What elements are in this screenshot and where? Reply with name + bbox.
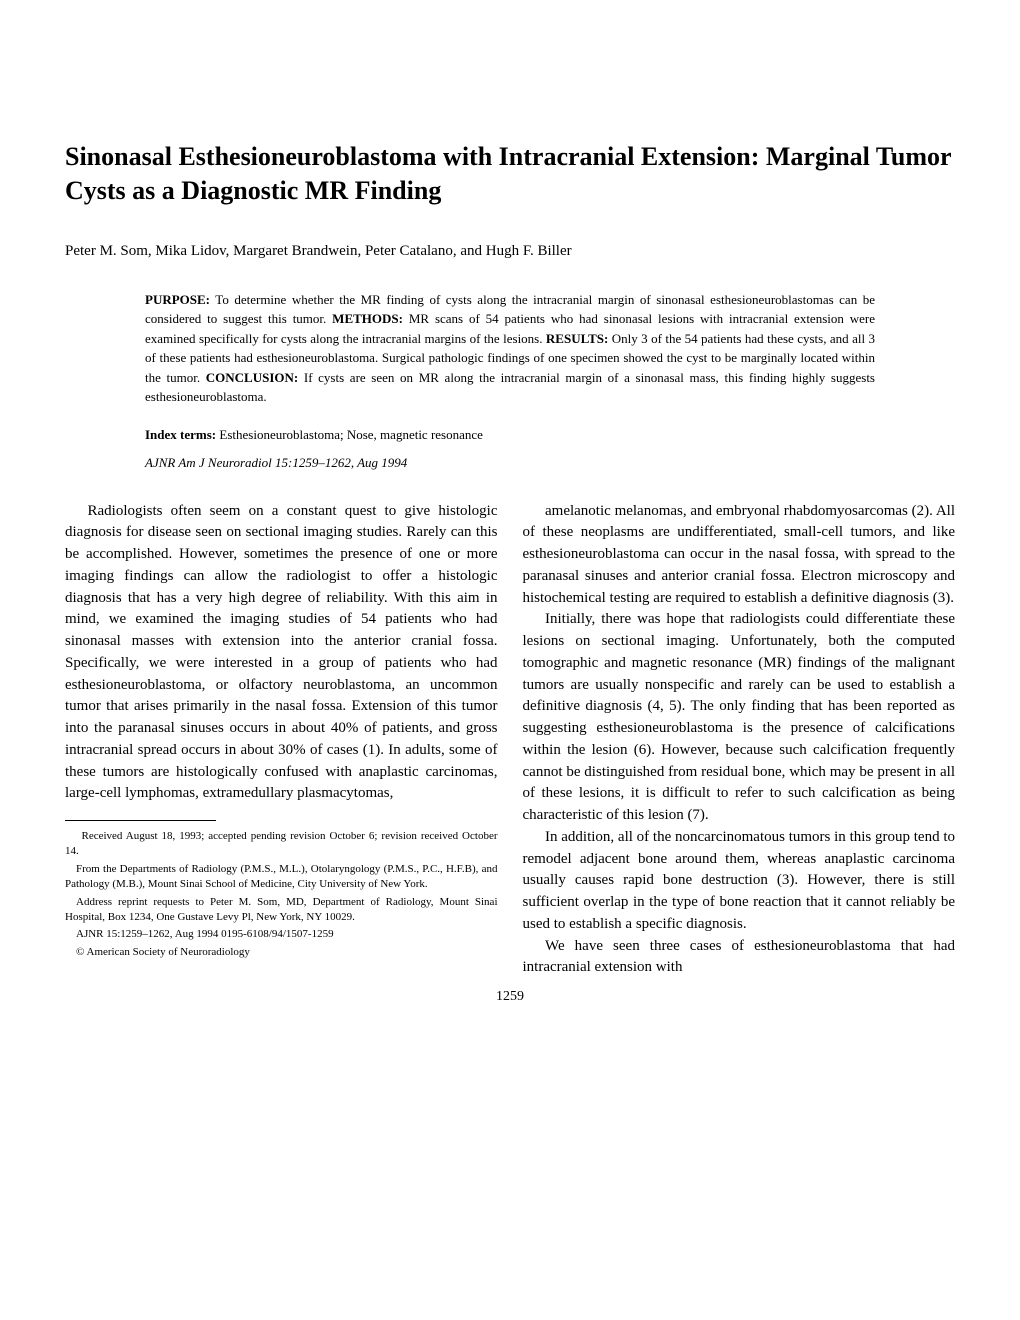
- page-number: 1259: [65, 989, 955, 1005]
- purpose-label: PURPOSE:: [145, 292, 210, 307]
- methods-label: METHODS:: [332, 311, 403, 326]
- index-terms-text: Esthesioneuroblastoma; Nose, magnetic re…: [216, 427, 483, 442]
- footnote-divider: [65, 820, 216, 821]
- footnote-text: From the Departments of Radiology (P.M.S…: [65, 862, 498, 893]
- results-label: RESULTS:: [546, 331, 608, 346]
- abstract-block: PURPOSE: To determine whether the MR fin…: [65, 290, 955, 407]
- index-terms: Index terms: Esthesioneuroblastoma; Nose…: [65, 427, 955, 443]
- footnote-text: © American Society of Neuroradiology: [65, 945, 498, 960]
- body-paragraph: In addition, all of the noncarcinomatous…: [523, 827, 956, 936]
- body-paragraph: We have seen three cases of esthesioneur…: [523, 936, 956, 980]
- body-paragraph: Radiologists often seem on a constant qu…: [65, 501, 498, 806]
- footnote-text: Address reprint requests to Peter M. Som…: [65, 895, 498, 926]
- body-columns: Radiologists often seem on a constant qu…: [65, 501, 955, 980]
- footnote-text: Received August 18, 1993; accepted pendi…: [65, 829, 498, 860]
- index-terms-label: Index terms:: [145, 427, 216, 442]
- footnotes: Received August 18, 1993; accepted pendi…: [65, 829, 498, 960]
- article-authors: Peter M. Som, Mika Lidov, Margaret Brand…: [65, 243, 955, 260]
- conclusion-label: CONCLUSION:: [206, 370, 298, 385]
- footnote-text: AJNR 15:1259–1262, Aug 1994 0195-6108/94…: [65, 927, 498, 942]
- body-paragraph: Initially, there was hope that radiologi…: [523, 609, 956, 827]
- column-left: Radiologists often seem on a constant qu…: [65, 501, 498, 980]
- column-right: amelanotic melanomas, and embryonal rhab…: [523, 501, 956, 980]
- article-title: Sinonasal Esthesioneuroblastoma with Int…: [65, 140, 955, 208]
- body-paragraph: amelanotic melanomas, and embryonal rhab…: [523, 501, 956, 610]
- journal-citation: AJNR Am J Neuroradiol 15:1259–1262, Aug …: [65, 455, 955, 471]
- abstract-text: PURPOSE: To determine whether the MR fin…: [145, 290, 875, 407]
